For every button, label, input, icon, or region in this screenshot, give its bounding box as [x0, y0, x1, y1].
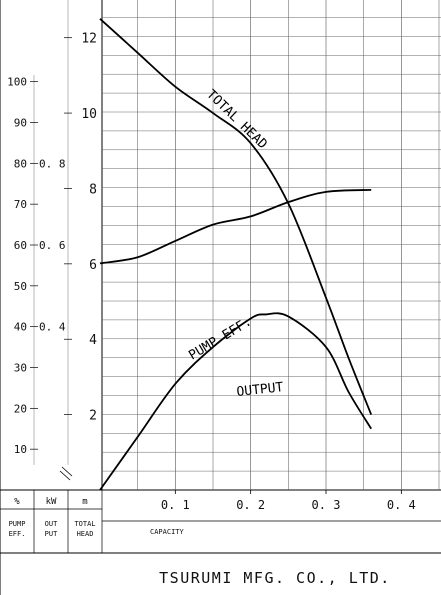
total-head-tick-label: 12 — [81, 32, 97, 47]
x-tick-label: 0. 2 — [236, 498, 265, 512]
pump-eff-tick-label: 50 — [14, 280, 27, 293]
axes — [30, 0, 402, 494]
pump-eff-tick-label: 30 — [14, 362, 27, 375]
total-head-caption: HEAD — [77, 530, 94, 538]
pump-eff-tick-label: 80 — [14, 157, 27, 170]
total-head-tick-label: 4 — [89, 333, 97, 348]
total-head-curve — [99, 18, 373, 415]
pump-eff-tick-label: 10 — [14, 443, 27, 456]
axis-break-mark — [59, 470, 71, 481]
total-head-caption: TOTAL — [74, 520, 95, 528]
axis-break-mark — [61, 466, 73, 477]
output-tick-label: 0. 8 — [39, 157, 66, 170]
output-unit-header: kW — [46, 497, 57, 507]
pump-eff-unit-header: % — [14, 497, 20, 507]
total-head-tick-label: 6 — [89, 258, 97, 273]
total-head-tick-label: 10 — [81, 107, 97, 122]
pump-eff-tick-label: 90 — [14, 117, 27, 130]
pump-eff-tick-label: 100 — [7, 76, 27, 89]
x-tick-label: 0. 3 — [312, 498, 341, 512]
labels: 10 20 30 40 50 60 70 80 90 100 0. 4 0. 6 0. 8 2 4 6 8 10 1… — [7, 32, 416, 538]
pump-eff-caption: PUMP — [9, 520, 26, 528]
x-axis-label: CAPACITY — [150, 528, 185, 536]
total-head-unit-header: m — [82, 497, 87, 507]
output-curve — [99, 188, 372, 265]
pump-eff-tick-label: 20 — [14, 402, 27, 415]
output-caption: PUT — [45, 530, 58, 538]
grid-lines — [102, 0, 441, 490]
pump-eff-caption: EFF. — [9, 530, 26, 538]
output-label: OUTPUT — [236, 380, 284, 400]
pump-eff-tick-label: 70 — [14, 198, 27, 211]
company-name: TSURUMI MFG. CO., LTD. — [159, 569, 391, 587]
output-tick-label: 0. 6 — [39, 239, 66, 252]
pump-eff-tick-label: 40 — [14, 321, 27, 334]
total-head-tick-label: 2 — [89, 409, 97, 424]
x-tick-label: 0. 4 — [387, 498, 416, 512]
output-caption: OUT — [45, 520, 58, 528]
total-head-tick-label: 8 — [89, 182, 97, 197]
x-tick-label: 0. 1 — [161, 498, 190, 512]
pump-eff-tick-label: 60 — [14, 239, 27, 252]
curves — [99, 18, 373, 491]
output-tick-label: 0. 4 — [39, 321, 66, 334]
pump-eff-curve — [99, 312, 372, 491]
